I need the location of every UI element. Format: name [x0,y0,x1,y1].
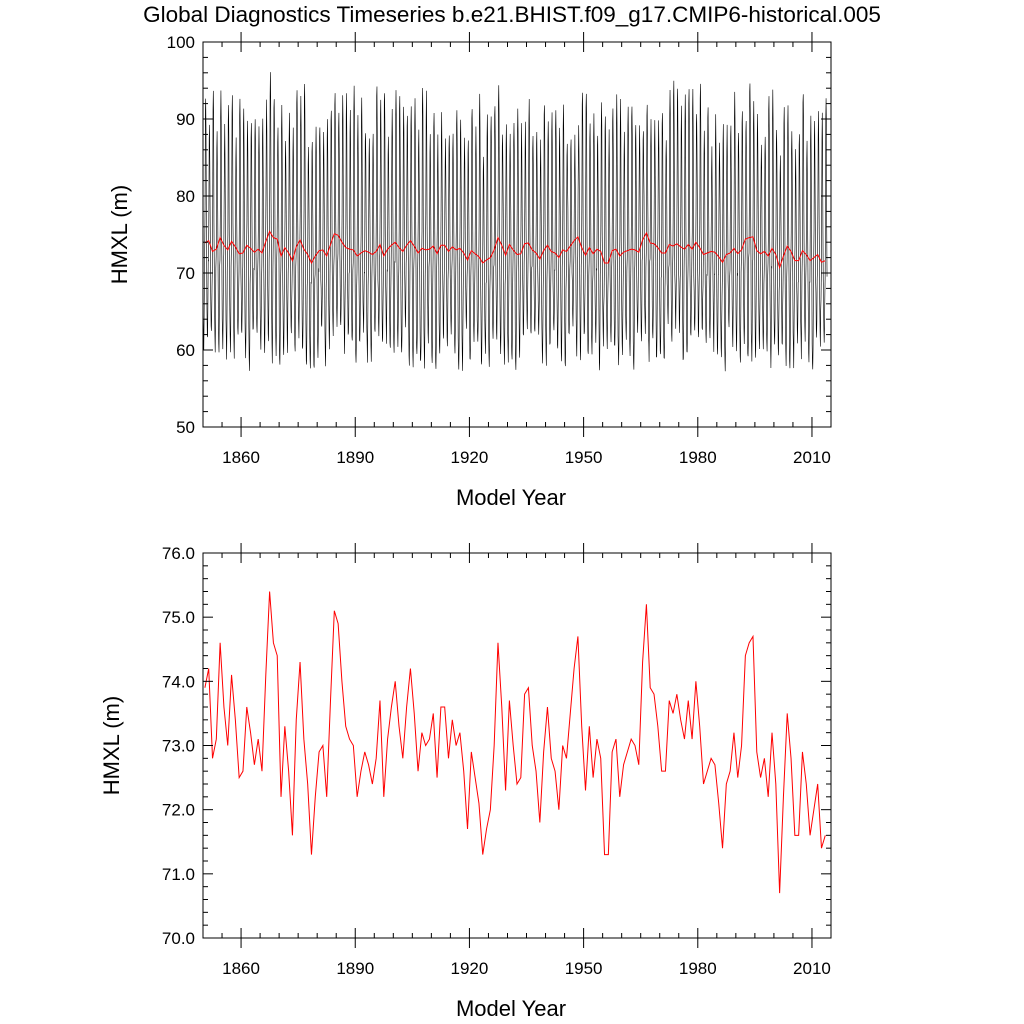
plot-frame [202,41,832,428]
panel-top: 1860 1890 1920 1950 1980 2010 50 60 70 80 90 100 HM… [107,32,832,510]
x-axis-label: Model Year [456,996,566,1021]
x-tick-label: 2010 [793,959,831,978]
annual-series-layer [204,591,826,894]
y-axis-label: HMXL (m) [99,696,124,795]
plot-frame [202,552,832,939]
x-tick-label: 1920 [451,448,489,467]
x-tick-label: 1890 [336,959,374,978]
x-tick-label: 1950 [565,448,603,467]
x-tick-label: 1860 [222,448,260,467]
x-tick-label: 1890 [336,448,374,467]
y-tick-label: 74.0 [162,672,195,691]
axis-ticks-layer: 1860 1890 1920 1950 1980 2010 70.0 71.0 72.0 73.0… [162,543,831,978]
y-tick-label: 90 [176,110,195,129]
x-tick-label: 1980 [679,959,717,978]
y-axis-label: HMXL (m) [107,185,132,284]
x-axis-label: Model Year [456,485,566,510]
x-tick-label: 1980 [679,448,717,467]
x-tick-label: 1950 [565,959,603,978]
y-tick-label: 73.0 [162,737,195,756]
y-tick-label: 100 [167,33,195,52]
annual-series-line [204,591,826,894]
y-tick-label: 72.0 [162,801,195,820]
y-tick-label: 50 [176,418,195,437]
panel-bottom: 1860 1890 1920 1950 1980 2010 70.0 71.0 72.0 73.0… [99,543,832,1021]
y-tick-label: 75.0 [162,608,195,627]
y-tick-label: 60 [176,341,195,360]
y-tick-label: 70 [176,264,195,283]
monthly-series-line [202,72,828,372]
monthly-series-layer [202,72,828,372]
annual-series-layer [204,230,826,270]
figure-title: Global Diagnostics Timeseries b.e21.BHIS… [143,2,881,27]
x-tick-label: 1920 [451,959,489,978]
annual-series-line [204,230,826,270]
y-tick-label: 80 [176,187,195,206]
y-tick-label: 76.0 [162,544,195,563]
x-tick-label: 2010 [793,448,831,467]
axis-ticks-layer: 1860 1890 1920 1950 1980 2010 50 60 70 80 90 100 [167,32,831,467]
y-tick-label: 71.0 [162,865,195,884]
x-tick-label: 1860 [222,959,260,978]
y-tick-label: 70.0 [162,929,195,948]
